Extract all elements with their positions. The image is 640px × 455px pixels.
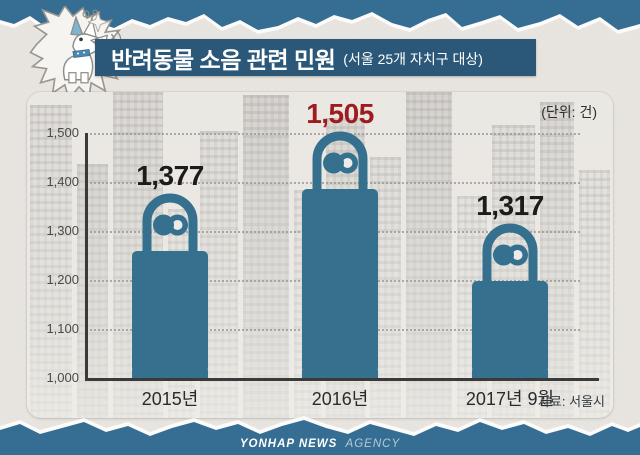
lock-bar-0: [130, 193, 210, 379]
lock-icon: [472, 223, 548, 378]
y-tick-label-1300: 1,300: [46, 223, 79, 238]
page-title: 반려동물 소음 관련 민원: [111, 46, 336, 73]
value-label-0: 1,377: [136, 160, 204, 192]
unit-label: (단위: 건): [541, 104, 597, 120]
bar-chart: 1,000 1,100 1,200 1,300 1,400 1,500 1,377 2015…: [27, 92, 613, 418]
y-tick-label-1200: 1,200: [46, 272, 79, 287]
footer-brand: YONHAP NEWS AGENCY: [0, 438, 640, 450]
y-tick-label-1100: 1,100: [46, 321, 79, 336]
lock-bar-1: [300, 131, 380, 378]
footer-brand-bold: YONHAP NEWS: [239, 438, 338, 450]
lock-bar-2: [470, 223, 550, 378]
x-axis-label-0: 2015년: [141, 389, 199, 409]
sparkle-icon: [88, 12, 108, 32]
y-tick-label-1000: 1,000: [46, 370, 79, 385]
title-banner: 반려동물 소음 관련 민원 (서울 25개 자치구 대상): [95, 39, 536, 76]
y-tick-label-1400: 1,400: [46, 174, 79, 189]
source-label: 자료: 서울시: [537, 394, 605, 409]
gridline-1400: [85, 182, 580, 184]
lock-icon: [132, 193, 208, 379]
y-tick-label-1500: 1,500: [46, 125, 79, 140]
value-label-1: 1,505: [306, 97, 374, 129]
x-axis-line: [85, 378, 599, 381]
footer-brand-light: AGENCY: [345, 438, 401, 450]
page-subtitle: (서울 25개 자치구 대상): [343, 51, 483, 67]
top-torn-band: [0, 0, 640, 34]
chart-panel: 1,000 1,100 1,200 1,300 1,400 1,500 1,377 2015…: [27, 92, 613, 418]
dog-illustration: [29, 6, 128, 101]
y-axis-line: [85, 133, 88, 378]
x-axis-label-1: 2016년: [311, 389, 369, 409]
bottom-torn-band: [0, 416, 640, 455]
x-axis-label-2: 2017년 9월: [465, 389, 555, 409]
value-label-2: 1,317: [476, 189, 544, 221]
lock-icon: [302, 131, 378, 378]
